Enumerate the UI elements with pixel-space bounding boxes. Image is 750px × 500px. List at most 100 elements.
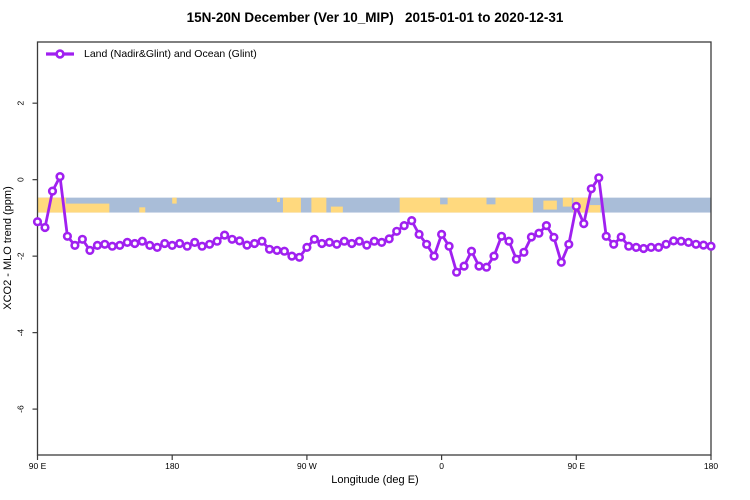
data-point [115,240,125,250]
map-band-land-segment [562,197,572,207]
data-point [220,230,230,240]
map-band-land-segment [543,200,557,210]
data-point [369,236,379,246]
data-point [624,241,634,251]
data-point [324,237,335,247]
data-point [62,231,72,241]
data-point [167,240,177,250]
x-tick-label: 180 [704,461,718,471]
x-tick-label: 90 W [297,461,317,471]
data-point [429,251,439,261]
data-point [609,239,619,249]
data-point [392,226,402,236]
data-point [638,243,649,254]
legend-series-marker-icon [46,49,74,59]
data-point [279,246,290,256]
data-point [347,238,357,249]
y-tick-label: -4 [16,329,26,337]
data-point [444,241,454,251]
data-point [100,239,110,249]
data-point [564,239,574,249]
map-band-land-segment [172,197,177,204]
data-point [130,238,140,249]
data-point [354,236,364,246]
data-point [332,239,342,249]
map-band-land-segment [282,197,301,213]
data-point [698,240,709,250]
data-point [107,241,117,251]
data-point [339,236,349,246]
map-band-ocean [37,197,711,213]
data-point [85,245,95,255]
data-point [691,239,701,249]
data-point [145,240,155,250]
data-point [227,234,237,244]
data-point [47,186,58,196]
data-point [594,173,604,183]
data-point [459,261,469,271]
data-point [55,172,65,182]
x-tick-label: 0 [439,461,444,471]
data-point [302,242,312,252]
data-point [706,241,716,251]
data-point [414,229,424,239]
data-point [668,236,679,246]
map-band-land-segment [65,203,110,213]
data-point [549,232,559,242]
data-point [511,254,522,264]
data-point [205,239,215,249]
data-point [683,237,694,247]
data-point [526,232,537,242]
data-point [519,247,529,257]
data-point [257,236,267,246]
data-point [631,242,641,252]
data-point [152,242,162,252]
x-axis-title: Longitude (deg E) [331,474,419,486]
plot-frame [36,41,712,456]
data-point [377,237,387,247]
data-point [190,237,200,247]
map-band-land-segment [311,197,327,213]
data-point [309,234,320,244]
data-point [32,217,43,227]
data-point [92,240,102,250]
data-point [249,238,260,249]
data-point [77,234,87,244]
data-point [272,245,282,255]
map-band-land-segment [399,197,533,213]
data-point [489,251,499,261]
data-point [362,240,372,250]
chart-title: 15N-20N December (Ver 10_MIP) 2015-01-01… [186,10,564,25]
data-point [437,229,447,239]
map-band-ocean-notch [440,197,448,205]
data-point [541,221,552,231]
y-tick-label: 2 [16,101,26,106]
data-point [175,238,185,249]
data-point [601,231,611,241]
data-point [653,242,664,252]
data-point [242,240,252,250]
data-point [616,232,626,242]
x-tick-label: 90 E [29,461,47,471]
data-point [556,257,566,267]
y-tick-label: -6 [16,405,26,413]
data-point [197,241,207,251]
data-point [504,236,514,246]
data-point [474,261,484,271]
data-point [287,251,297,261]
data-point [264,244,275,254]
data-point [40,222,50,233]
data-point [294,252,305,262]
data-point [496,231,507,241]
data-point [160,238,170,249]
data-point [212,236,222,246]
data-point [407,216,417,226]
data-point [122,237,132,247]
map-band-land-segment [139,207,146,213]
map-band-land-segment [37,197,66,213]
legend-label: Land (Nadir&Glint) and Ocean (Glint) [84,48,257,60]
data-point [137,236,147,246]
data-point [384,234,394,244]
data-point [422,239,432,249]
